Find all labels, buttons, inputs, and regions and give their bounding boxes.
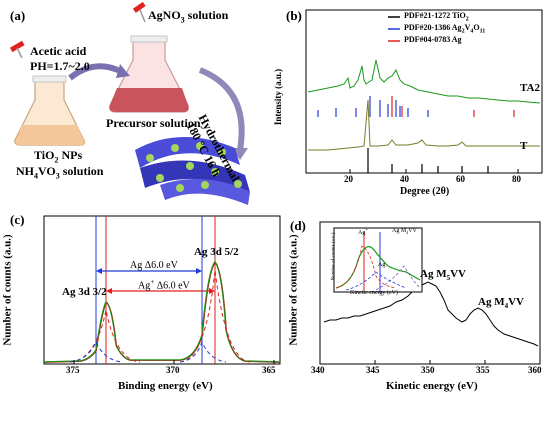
flask-icon-left (14, 75, 86, 146)
panel-d-label: (d) (290, 218, 306, 233)
xps-component-blue (69, 340, 227, 363)
auger-xticks (319, 360, 541, 364)
panel-b-label: (b) (286, 8, 302, 23)
panel-c-label: (c) (10, 212, 25, 227)
agno3-label: AgNO3 solution (148, 8, 229, 25)
xrd-xtick-20: 20 (344, 174, 353, 184)
acid-line2: PH=1.7~2.0 (30, 59, 90, 73)
xps-component-red (69, 269, 251, 363)
xps-xticks (73, 360, 275, 364)
xrd-xlabel: Degree (2θ) (400, 186, 450, 197)
nh4vo3-label: NH4VO3 solution (16, 164, 104, 181)
xrd-chart (305, 9, 543, 174)
panel-a-label: (a) (10, 8, 26, 23)
peak-label-3d32: Ag 3d 3/2 (62, 286, 107, 298)
arrow-left-to-center (68, 63, 124, 81)
acid-line1: Acetic acid (30, 44, 87, 58)
tio2-label: TiO2 NPs (34, 148, 83, 165)
xrd-series-t (308, 99, 540, 151)
nanoribbon-icon (135, 136, 250, 205)
xps-xtick-370: 370 (166, 365, 180, 375)
inset-lbl-ag: Ag (378, 262, 386, 268)
auger-chart (319, 221, 541, 365)
xrd-xticks (349, 169, 519, 173)
dropper-icon-top (132, 1, 146, 23)
inset-lbl-agplus: Ag+ (358, 228, 369, 236)
auger-xtick-345: 345 (366, 365, 380, 375)
legend-entry-agvo: PDF#20-1386 Ag2V4O11 (404, 23, 486, 35)
peak-label-m4vv: Ag M4VV (478, 296, 524, 311)
xps-xtick-365: 365 (262, 365, 276, 375)
xrd-xtick-60: 60 (456, 174, 465, 184)
xrd-series-ta2 (307, 59, 541, 104)
arrow-center-to-ribbon (198, 67, 245, 151)
dropper-icon-left (9, 40, 25, 59)
xrd-ylabel: Intensity (a.u.) (273, 68, 284, 126)
series-label-t: T (520, 140, 528, 152)
xrd-plot-frame (305, 9, 543, 174)
inset-xlabel: Kinetic energy (eV) (350, 290, 398, 296)
xrd-xtick-80: 80 (512, 174, 521, 184)
xps-envelope (43, 260, 281, 363)
precursor-label: Precursor solution (106, 116, 201, 130)
series-label-ta2: TA2 (520, 82, 540, 94)
auger-xtick-355: 355 (476, 365, 490, 375)
inset-ylabel: Number of counts (a.u.) (331, 232, 337, 281)
auger-ylabel: Number of counts (a.u.) (287, 234, 300, 346)
panel-a-artwork (9, 1, 250, 205)
legend-entry-tio2: PDF#21-1272 TiO2 (404, 11, 469, 23)
auger-xlabel: Kinetic energy (eV) (386, 380, 478, 392)
ref-lines-black (367, 148, 489, 173)
auger-xtick-350: 350 (421, 365, 435, 375)
auger-xtick-340: 340 (311, 365, 325, 375)
peak-label-3d52: Ag 3d 5/2 (194, 246, 239, 258)
arrow2-label: Ag+ Δ6.0 eV (138, 278, 190, 292)
xps-plot-frame (43, 215, 281, 365)
xps-ylabel: Number of counts (a.u.) (1, 234, 14, 346)
flask-icon-center (109, 35, 190, 113)
arrow1-label: Ag Δ6.0 eV (130, 260, 178, 271)
inset-lbl-m4: Ag M4VV (392, 228, 417, 236)
auger-spectrum (323, 281, 539, 347)
ref-lines-red (391, 96, 515, 117)
ref-lines-blue (317, 96, 429, 117)
peak-label-m5vv: Ag M5VV (420, 268, 466, 283)
xps-xtick-375: 375 (66, 365, 80, 375)
auger-inset (333, 227, 423, 293)
legend-entry-ag: PDF#04-0783 Ag (404, 35, 462, 44)
xps-chart (43, 215, 281, 365)
xrd-xtick-40: 40 (400, 174, 409, 184)
auger-xtick-360: 360 (528, 365, 542, 375)
xps-xlabel: Binding energy (eV) (118, 380, 213, 392)
